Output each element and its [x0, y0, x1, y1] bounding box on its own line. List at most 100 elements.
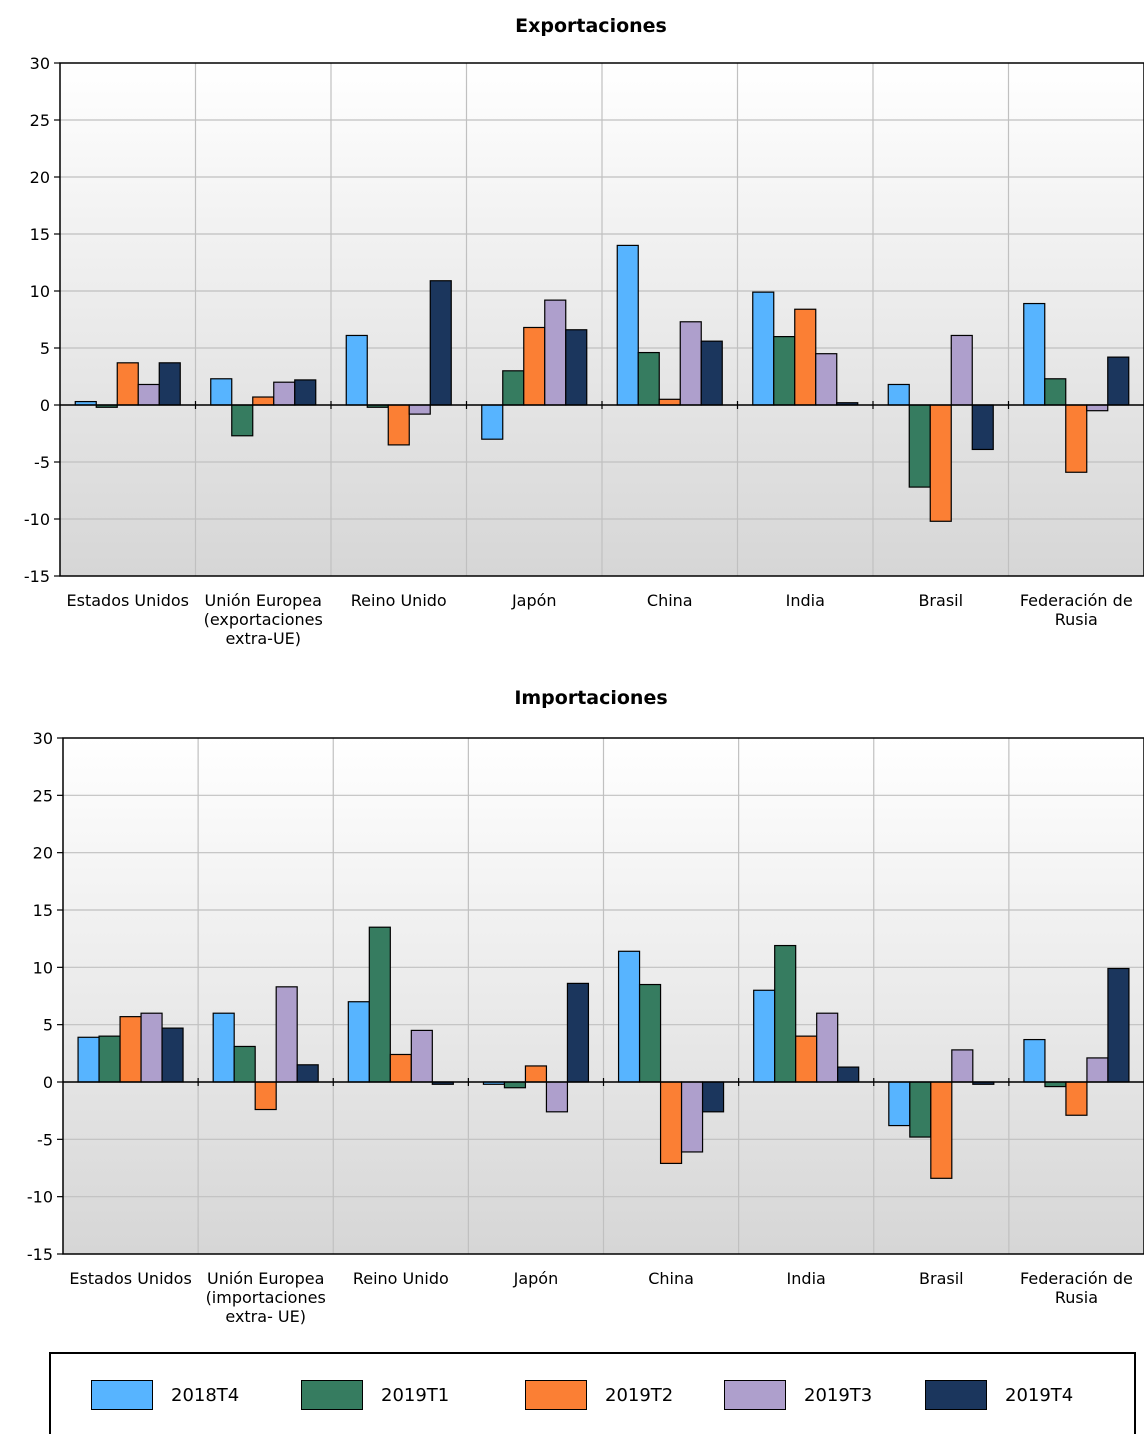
bar [816, 1012, 839, 1083]
bar [1023, 302, 1046, 406]
bar [345, 334, 368, 406]
bar [429, 280, 452, 406]
y-tick-label: 15 [33, 901, 53, 920]
y-tick-label: -15 [24, 567, 50, 586]
category-label: Estados Unidos [67, 591, 189, 610]
bar [887, 383, 910, 406]
category-label: India [787, 1269, 826, 1288]
bar [1107, 967, 1130, 1083]
bar [1086, 404, 1109, 412]
bar [700, 340, 723, 406]
bar [502, 370, 525, 406]
category-label: Japón [513, 1269, 559, 1288]
bar [368, 926, 391, 1083]
y-tick-label: -10 [24, 510, 50, 529]
y-tick-label: 15 [30, 225, 50, 244]
y-tick-label: -15 [27, 1245, 53, 1264]
bar [950, 334, 973, 406]
legend: 2018T4 2019T1 2019T2 2019T3 2019T4 [49, 1352, 1136, 1434]
bar [523, 326, 546, 406]
plot-frame [59, 62, 1144, 577]
bar [929, 404, 952, 522]
chart-exportaciones: Exportaciones 30 25 20 15 10 5 0 -5 -10 -15 Estados… [0, 0, 1144, 670]
category-label: Japón [511, 591, 557, 610]
y-tick-label: 30 [33, 729, 53, 748]
bar [679, 321, 702, 406]
legend-item-1: 2019T1 [301, 1380, 449, 1410]
bar [294, 379, 317, 406]
bar [774, 944, 797, 1083]
bar [119, 1016, 142, 1083]
bar [638, 983, 662, 1083]
legend-item-2: 2019T2 [525, 1380, 673, 1410]
bar [565, 329, 588, 406]
bar [233, 1045, 256, 1083]
bar [659, 1081, 683, 1165]
bar [347, 1001, 370, 1083]
bar [98, 1035, 121, 1083]
bar [410, 1029, 433, 1083]
bar [77, 1036, 100, 1083]
bar [1065, 404, 1088, 473]
bar [795, 1035, 818, 1083]
bar [566, 982, 590, 1083]
category-label: Reino Unido [353, 1269, 449, 1288]
bar [140, 1012, 163, 1083]
y-tick-label: -5 [37, 1130, 53, 1149]
bar [951, 1049, 974, 1083]
bar [616, 244, 639, 406]
category-label: Federación de Rusia [1020, 591, 1133, 629]
bar [909, 1081, 932, 1138]
bar [252, 396, 275, 406]
legend-swatch-4 [925, 1380, 987, 1410]
y-tick-label: 20 [33, 844, 53, 863]
y-tick-label: 5 [40, 339, 50, 358]
legend-item-0: 2018T4 [91, 1380, 239, 1410]
bar [231, 404, 254, 437]
bar [389, 1053, 412, 1083]
category-label: Federación de Rusia [1020, 1269, 1133, 1307]
y-tick-label: 10 [33, 958, 53, 977]
y-tick-label: 0 [43, 1073, 53, 1092]
y-tick-label: 20 [30, 168, 50, 187]
legend-swatch-3 [724, 1380, 786, 1410]
legend-label-1: 2019T1 [381, 1384, 450, 1406]
bar [544, 299, 567, 406]
bar [408, 404, 431, 415]
bar [815, 353, 838, 406]
bar [701, 1081, 725, 1113]
category-label: Estados Unidos [69, 1269, 191, 1288]
bar [680, 1081, 704, 1153]
category-label: Brasil [919, 1269, 964, 1288]
y-tick-label: 5 [43, 1016, 53, 1035]
bar [503, 1081, 527, 1089]
bar [1065, 1081, 1088, 1116]
legend-item-3: 2019T3 [724, 1380, 872, 1410]
legend-label-3: 2019T3 [804, 1384, 873, 1406]
bar [752, 291, 775, 406]
chart-title: Importaciones [514, 687, 667, 709]
bar [1044, 378, 1067, 406]
bar [837, 1066, 860, 1083]
bar [254, 1081, 277, 1111]
bar [794, 308, 817, 406]
legend-swatch-0 [91, 1380, 153, 1410]
y-tick-label: 0 [40, 396, 50, 415]
bar [296, 1064, 319, 1083]
category-label: Reino Unido [351, 591, 447, 610]
bar [930, 1081, 953, 1179]
bar [773, 336, 796, 406]
bar [481, 404, 504, 440]
y-tick-label: -5 [34, 453, 50, 472]
bar [971, 404, 994, 451]
chart-importaciones-svg: Importaciones 30 25 20 15 10 5 0 -5 -10 -15 Estados… [27, 687, 1144, 1326]
bar [753, 989, 776, 1083]
chart-importaciones: Importaciones 30 25 20 15 10 5 0 -5 -10 -15 Estados… [0, 670, 1144, 1350]
bar [210, 378, 233, 406]
bar [212, 1012, 235, 1083]
category-label: Unión Europea (exportaciones extra-UE) [204, 591, 323, 648]
legend-label-2: 2019T2 [605, 1384, 674, 1406]
bar [888, 1081, 911, 1127]
bar [116, 362, 139, 406]
bar [273, 381, 296, 406]
